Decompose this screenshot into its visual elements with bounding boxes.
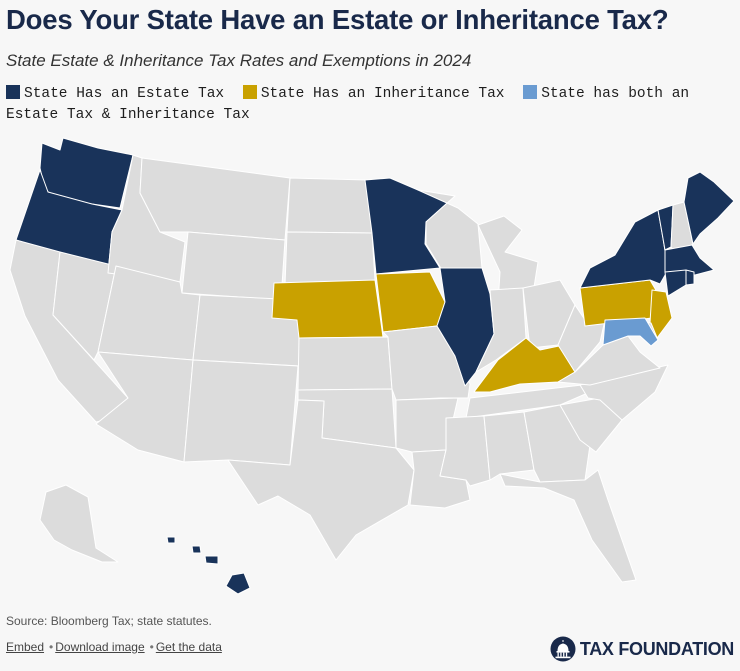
state-hawaii[interactable] [204,555,219,565]
state-tennessee[interactable] [465,384,591,419]
source-note: Source: Bloomberg Tax; state statutes. [6,614,212,628]
legend-label-estate-tax: State Has an Estate Tax [24,86,225,102]
state-montana[interactable] [139,157,291,241]
state-connecticut[interactable] [664,269,687,297]
state-mississippi[interactable] [439,415,491,487]
map-subtitle: State Estate & Inheritance Tax Rates and… [6,51,472,70]
state-wyoming[interactable] [181,231,286,301]
download-image-link[interactable]: Download image [55,640,145,654]
legend-item-inheritance-tax: State Has an Inheritance Tax [242,85,515,102]
legend-swatch-both-taxes [523,85,538,99]
embed-link[interactable]: Embed [6,640,45,654]
footer-links: Embed • Download image • Get the data [6,640,222,654]
state-hawaii[interactable] [166,536,176,544]
state-florida[interactable] [499,469,637,583]
state-alabama[interactable] [483,411,535,481]
tax-foundation-logo[interactable]: TAX FOUNDATION [550,636,734,662]
state-iowa[interactable] [375,271,446,333]
state-north-carolina[interactable] [579,364,669,421]
state-nevada[interactable] [52,251,117,361]
state-new-york[interactable] [579,209,669,289]
state-kansas[interactable] [297,336,393,391]
brand-name: TAX FOUNDATION [579,638,734,659]
legend-label-both-taxes: State has both an Estate Tax & Inheritan… [6,86,690,123]
state-north-dakota[interactable] [286,177,373,234]
legend-swatch-estate-tax [6,85,20,99]
map-title: Does Your State Have an Estate or Inheri… [6,4,669,35]
capitol-dome-icon [550,636,576,662]
legend-item-estate-tax: State Has an Estate Tax [6,85,234,102]
state-michigan[interactable] [477,215,539,305]
state-new-mexico[interactable] [183,359,299,466]
state-alaska[interactable] [39,484,119,563]
separator-dot: • [149,640,154,654]
map-legend: State Has an Estate Tax State Has an Inh… [6,84,734,126]
state-hawaii[interactable] [225,572,251,595]
state-new-jersey[interactable] [649,289,673,339]
state-virginia[interactable] [557,335,661,386]
separator-dot: • [49,640,54,654]
state-south-dakota[interactable] [284,231,376,288]
legend-item-both-taxes: State has both an Estate Tax & Inheritan… [6,85,690,123]
state-hawaii[interactable] [191,545,202,554]
state-maine[interactable] [683,171,735,245]
legend-label-inheritance-tax: State Has an Inheritance Tax [260,86,505,102]
state-maryland[interactable] [602,317,659,347]
states-layer [9,137,735,595]
state-illinois[interactable] [436,267,495,387]
state-rhode-island[interactable] [685,269,695,286]
legend-swatch-inheritance-tax [242,85,257,99]
get-data-link[interactable]: Get the data [155,640,222,654]
